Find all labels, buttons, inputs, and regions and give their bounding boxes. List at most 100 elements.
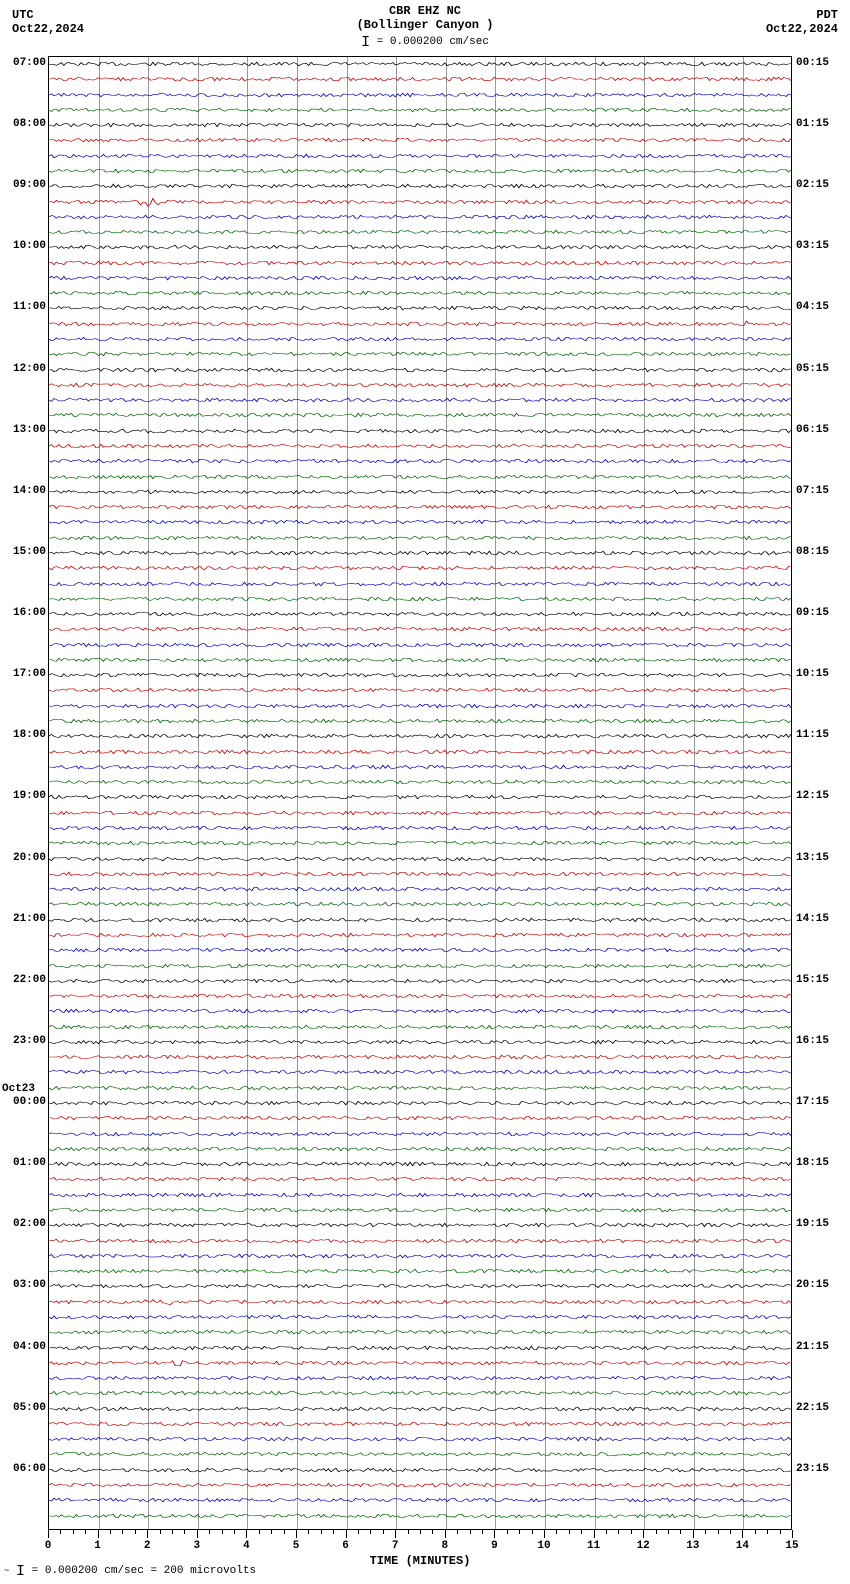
x-tick-major xyxy=(98,1530,99,1538)
station-title: CBR EHZ NC xyxy=(0,4,850,18)
trace-row xyxy=(49,522,791,523)
trace-row xyxy=(49,95,791,96)
trace-row xyxy=(49,1149,791,1150)
x-tick-minor xyxy=(234,1530,235,1534)
trace-row xyxy=(49,1439,791,1440)
trace-row xyxy=(49,156,791,157)
pdt-time-label: 01:15 xyxy=(796,118,846,130)
utc-time-label: 07:00 xyxy=(2,57,46,69)
scale-indicator: I = 0.000200 cm/sec xyxy=(0,34,850,51)
utc-time-label: 11:00 xyxy=(2,301,46,313)
x-tick-minor xyxy=(532,1530,533,1534)
trace-row xyxy=(49,1378,791,1379)
x-tick-minor xyxy=(482,1530,483,1534)
utc-time-label: 05:00 xyxy=(2,1402,46,1414)
x-tick-minor xyxy=(209,1530,210,1534)
trace-row xyxy=(49,767,791,768)
trace-row xyxy=(49,553,791,554)
date-label: Oct23 xyxy=(2,1083,35,1095)
pdt-time-label: 17:15 xyxy=(796,1096,846,1108)
x-tick-label: 3 xyxy=(193,1540,200,1552)
trace-row xyxy=(49,1118,791,1119)
x-tick-minor xyxy=(259,1530,260,1534)
trace-row xyxy=(49,110,791,111)
timezone-right: PDT Oct22,2024 xyxy=(766,8,838,36)
pdt-time-label: 14:15 xyxy=(796,913,846,925)
utc-time-label: 22:00 xyxy=(2,974,46,986)
trace-row xyxy=(49,1179,791,1180)
x-tick-label: 6 xyxy=(342,1540,349,1552)
x-tick-minor xyxy=(606,1530,607,1534)
trace-row xyxy=(49,1072,791,1073)
trace-row xyxy=(49,1225,791,1226)
utc-time-label: 09:00 xyxy=(2,179,46,191)
trace-row xyxy=(49,629,791,630)
timezone-left: UTC Oct22,2024 xyxy=(12,8,84,36)
x-tick-minor xyxy=(718,1530,719,1534)
utc-time-label: 15:00 xyxy=(2,546,46,558)
trace-row xyxy=(49,324,791,325)
x-tick-major xyxy=(742,1530,743,1538)
utc-time-label: 13:00 xyxy=(2,424,46,436)
trace-row xyxy=(49,202,791,203)
pdt-time-label: 19:15 xyxy=(796,1218,846,1230)
x-tick-minor xyxy=(122,1530,123,1534)
utc-time-label: 23:00 xyxy=(2,1035,46,1047)
trace-row xyxy=(49,1485,791,1486)
x-tick-label: 0 xyxy=(45,1540,52,1552)
x-tick-major xyxy=(296,1530,297,1538)
utc-time-label: 00:00 xyxy=(2,1096,46,1108)
utc-time-label: 01:00 xyxy=(2,1157,46,1169)
trace-row xyxy=(49,1256,791,1257)
utc-time-label: 02:00 xyxy=(2,1218,46,1230)
x-tick-minor xyxy=(222,1530,223,1534)
x-tick-minor xyxy=(432,1530,433,1534)
trace-row xyxy=(49,1164,791,1165)
trace-row xyxy=(49,996,791,997)
pdt-time-label: 05:15 xyxy=(796,363,846,375)
pdt-time-label: 08:15 xyxy=(796,546,846,558)
trace-row xyxy=(49,400,791,401)
x-tick-label: 7 xyxy=(392,1540,399,1552)
pdt-time-label: 00:15 xyxy=(796,57,846,69)
pdt-time-label: 07:15 xyxy=(796,485,846,497)
pdt-time-label: 18:15 xyxy=(796,1157,846,1169)
trace-row xyxy=(49,461,791,462)
x-tick-label: 8 xyxy=(441,1540,448,1552)
x-tick-minor xyxy=(656,1530,657,1534)
utc-time-label: 12:00 xyxy=(2,363,46,375)
trace-row xyxy=(49,599,791,600)
trace-row xyxy=(49,1454,791,1455)
x-tick-minor xyxy=(383,1530,384,1534)
trace-row xyxy=(49,186,791,187)
x-tick-minor xyxy=(184,1530,185,1534)
x-tick-minor xyxy=(569,1530,570,1534)
trace-row xyxy=(49,1409,791,1410)
x-tick-label: 10 xyxy=(537,1540,550,1552)
utc-time-label: 19:00 xyxy=(2,790,46,802)
x-tick-minor xyxy=(284,1530,285,1534)
trace-row xyxy=(49,1317,791,1318)
trace-row xyxy=(49,1134,791,1135)
pdt-time-label: 16:15 xyxy=(796,1035,846,1047)
trace-row xyxy=(49,1516,791,1517)
pdt-time-label: 22:15 xyxy=(796,1402,846,1414)
trace-row xyxy=(49,782,791,783)
x-tick-minor xyxy=(631,1530,632,1534)
trace-row xyxy=(49,308,791,309)
x-tick-minor xyxy=(358,1530,359,1534)
pdt-time-label: 20:15 xyxy=(796,1279,846,1291)
x-tick-minor xyxy=(755,1530,756,1534)
x-tick-minor xyxy=(408,1530,409,1534)
trace-row xyxy=(49,1027,791,1028)
trace-row xyxy=(49,1271,791,1272)
trace-row xyxy=(49,966,791,967)
x-tick-minor xyxy=(581,1530,582,1534)
utc-time-label: 17:00 xyxy=(2,668,46,680)
x-tick-minor xyxy=(457,1530,458,1534)
utc-time-label: 04:00 xyxy=(2,1341,46,1353)
pdt-time-label: 11:15 xyxy=(796,729,846,741)
trace-row xyxy=(49,568,791,569)
trace-row xyxy=(49,79,791,80)
trace-row xyxy=(49,706,791,707)
